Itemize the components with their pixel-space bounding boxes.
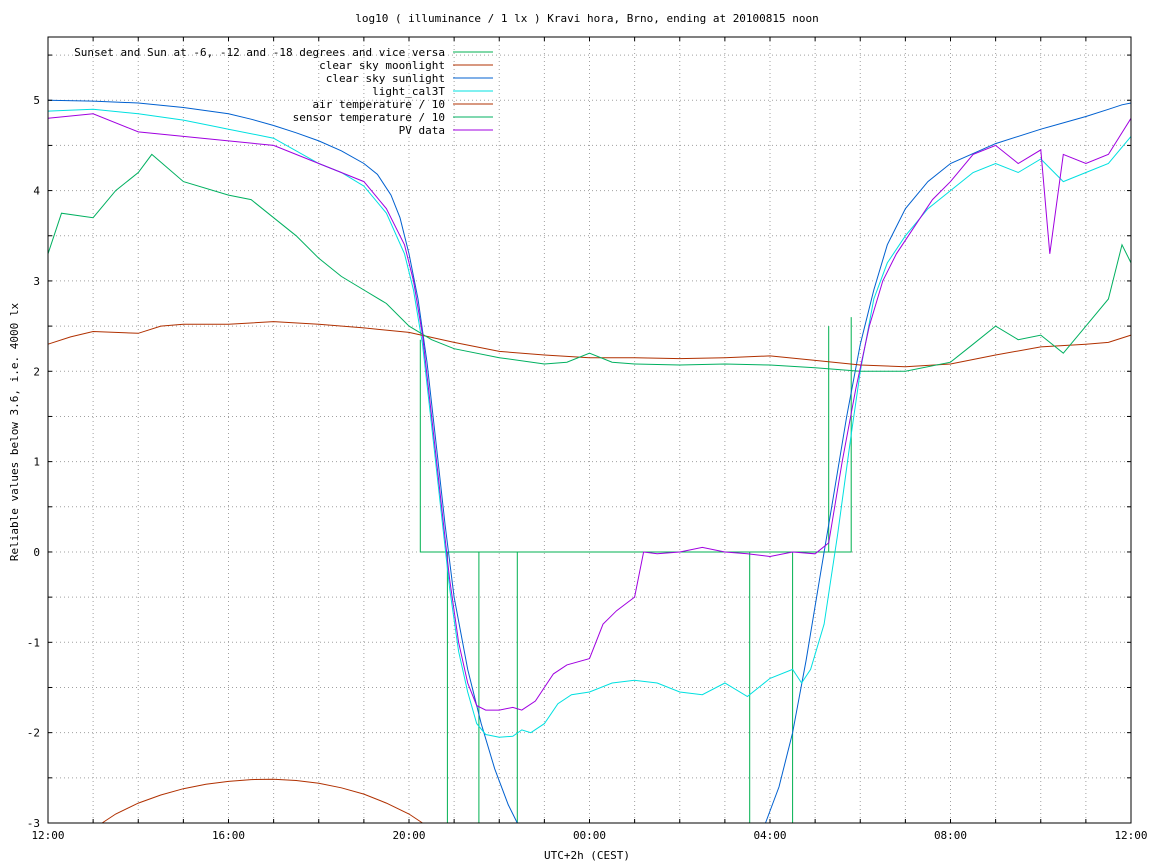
series-line <box>47 113 1132 711</box>
y-tick-label: 4 <box>33 185 40 198</box>
y-tick-label: 2 <box>33 365 40 378</box>
y-tick-label: -1 <box>27 636 40 649</box>
legend-label: clear sky sunlight <box>326 72 445 85</box>
legend-label: Sunset and Sun at -6, -12 and -18 degree… <box>74 46 445 59</box>
x-tick-label: 12:00 <box>31 829 64 842</box>
y-tick-label: -2 <box>27 727 40 740</box>
series-line <box>47 153 1132 372</box>
series-line <box>47 99 518 824</box>
chart-title: log10 ( illuminance / 1 lx ) Kravi hora,… <box>355 12 819 25</box>
y-tick-label: 3 <box>33 275 40 288</box>
series-line <box>101 778 423 824</box>
grid <box>48 37 1131 823</box>
legend: Sunset and Sun at -6, -12 and -18 degree… <box>74 46 493 137</box>
y-tick-label: -3 <box>27 817 40 830</box>
legend-label: clear sky moonlight <box>319 59 445 72</box>
x-tick-label: 04:00 <box>753 829 786 842</box>
series-line <box>419 317 852 823</box>
x-tick-label: 08:00 <box>934 829 967 842</box>
y-tick-label: 1 <box>33 456 40 469</box>
x-tick-label: 16:00 <box>212 829 245 842</box>
legend-label: air temperature / 10 <box>313 98 445 111</box>
legend-label: sensor temperature / 10 <box>293 111 445 124</box>
legend-label: light_cal3T <box>372 85 445 98</box>
x-axis-label: UTC+2h (CEST) <box>544 849 630 862</box>
y-axis-label: Reliable values below 3.6, i.e. 4000 lx <box>8 302 21 561</box>
x-tick-label: 00:00 <box>573 829 606 842</box>
series-line <box>47 108 1132 738</box>
y-tick-label: 0 <box>33 546 40 559</box>
legend-label: PV data <box>399 124 445 137</box>
plot-series <box>47 99 1132 824</box>
x-tick-label: 20:00 <box>392 829 425 842</box>
x-tick-label: 12:00 <box>1114 829 1147 842</box>
series-line <box>47 321 1132 368</box>
y-tick-label: 5 <box>33 94 40 107</box>
axis-ticks: 12:00 16:00 20:00 00:00 04:00 08:00 12:00-3-2-… <box>27 37 1148 842</box>
series-line <box>765 102 1132 824</box>
